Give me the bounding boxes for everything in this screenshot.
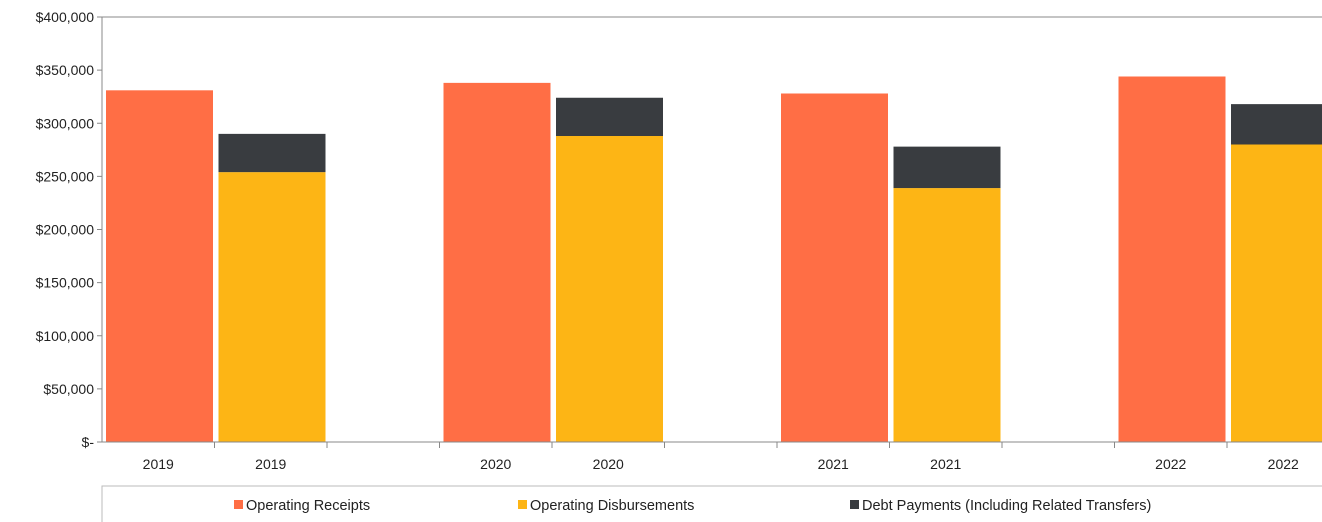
x-tick-label: 2022 — [1155, 456, 1186, 472]
legend-swatch — [518, 500, 527, 509]
y-tick-label: $50,000 — [43, 381, 94, 397]
legend-label: Operating Receipts — [246, 498, 370, 514]
bar-debt-payments-including-related-transfers-2020 — [556, 97, 663, 136]
legend-label: Operating Disbursements — [530, 498, 694, 514]
bars — [106, 76, 1322, 442]
y-tick-label: $250,000 — [36, 168, 95, 184]
legend-swatch — [850, 500, 859, 509]
bar-operating-disbursements-2022 — [1231, 144, 1322, 442]
y-tick-label: $100,000 — [36, 328, 95, 344]
bar-operating-disbursements-2020 — [556, 136, 663, 442]
bar-debt-payments-including-related-transfers-2022 — [1231, 104, 1322, 145]
bar-debt-payments-including-related-transfers-2019 — [218, 133, 326, 173]
bar-operating-disbursements-2021 — [893, 188, 1001, 442]
y-tick-label: $150,000 — [36, 275, 95, 291]
y-tick-label: $300,000 — [36, 115, 95, 131]
y-tick-label: $350,000 — [36, 62, 95, 78]
bar-debt-payments-including-related-transfers-2021 — [893, 146, 1001, 189]
y-tick-label: $200,000 — [36, 222, 95, 238]
legend-label: Debt Payments (Including Related Transfe… — [862, 498, 1151, 514]
legend-item: Operating Disbursements — [518, 498, 694, 514]
x-tick-label: 2020 — [593, 456, 624, 472]
x-tick-label: 2022 — [1268, 456, 1299, 472]
x-tick-label: 2020 — [480, 456, 511, 472]
y-tick-label: $400,000 — [36, 9, 95, 25]
x-tick-label: 2019 — [143, 456, 174, 472]
legend: Operating Receipts Operating Disbursement… — [101, 485, 1322, 522]
legend-swatch — [234, 500, 243, 509]
x-tick-label: 2021 — [930, 456, 961, 472]
bar-operating-receipts-2021 — [781, 93, 888, 442]
y-tick-label: $- — [82, 434, 95, 450]
bar-operating-receipts-2019 — [106, 90, 213, 442]
bar-operating-disbursements-2019 — [218, 172, 326, 442]
bar-operating-receipts-2020 — [443, 82, 551, 442]
x-tick-label: 2021 — [818, 456, 849, 472]
bar-operating-receipts-2022 — [1118, 76, 1226, 442]
legend-box — [101, 485, 1322, 522]
x-axis: 2019 2019 2020 2020 2021 2021 2022 2022 — [102, 441, 1322, 472]
y-axis: $400,000 $350,000 $300,000 $250,000 $200,000… — [36, 9, 1322, 450]
x-tick-label: 2019 — [255, 456, 286, 472]
legend-item: Debt Payments (Including Related Transfe… — [850, 498, 1151, 514]
legend-item: Operating Receipts — [234, 498, 370, 514]
